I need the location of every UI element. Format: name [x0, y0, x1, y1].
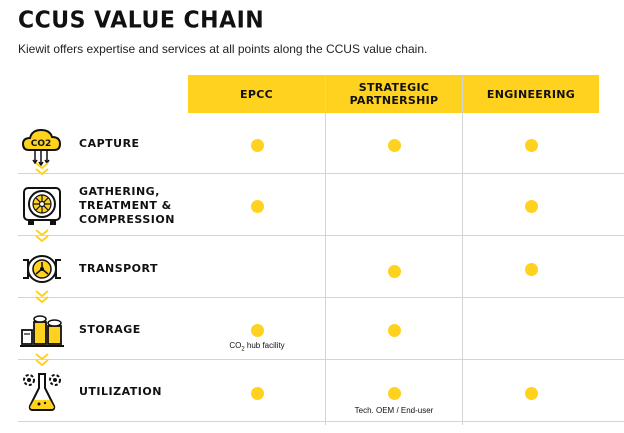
capability-dot-storage-strategic	[387, 323, 401, 337]
gears-flask-icon	[20, 370, 64, 414]
note-text: hub facility	[244, 341, 285, 350]
co2-cloud-icon: CO2	[20, 124, 64, 168]
note-text: CO	[229, 341, 242, 350]
compressor-icon	[20, 184, 64, 228]
column-header-epcc-label: EPCC	[240, 87, 273, 101]
chevron-down-icon	[34, 289, 50, 304]
row-label-gathering-treatment-compression: GATHERING, TREATMENT & COMPRESSION	[79, 185, 175, 227]
co2-icon-text: CO2	[31, 139, 52, 149]
column-header-strategic-line1: STRATEGIC	[358, 81, 430, 94]
row-label-utilization: UTILIZATION	[79, 385, 162, 398]
chevron-down-icon	[34, 161, 50, 176]
capability-dot-capture-engineering	[524, 138, 538, 152]
capability-dot-transport-strategic	[387, 264, 401, 278]
page-title: CCUS VALUE CHAIN	[18, 7, 265, 34]
row-label-line: TREATMENT &	[79, 199, 172, 212]
storage-facility-icon	[20, 308, 64, 352]
column-header-engineering-label: ENGINEERING	[486, 87, 576, 101]
row-label-line: GATHERING,	[79, 185, 160, 198]
capability-dot-capture-strategic	[387, 138, 401, 152]
grid-vertical-divider	[462, 75, 463, 425]
grid-row-divider	[18, 297, 624, 298]
grid-row-divider	[18, 421, 624, 422]
grid-row-divider	[18, 359, 624, 360]
pipeline-valve-icon	[20, 246, 64, 290]
row-label-transport: TRANSPORT	[79, 262, 159, 275]
note-subscript: 2	[241, 346, 245, 353]
capability-dot-storage-epcc	[250, 323, 264, 337]
capability-dot-gathering-epcc	[250, 199, 264, 213]
capability-dot-utilization-strategic	[387, 386, 401, 400]
row-label-capture: CAPTURE	[79, 137, 140, 150]
column-header-strategic-line2: PARTNERSHIP	[349, 94, 439, 107]
column-header-engineering: ENGINEERING	[463, 75, 599, 113]
grid-row-divider	[18, 173, 624, 174]
grid-vertical-divider	[325, 75, 326, 425]
capability-dot-utilization-epcc	[250, 386, 264, 400]
chevron-down-icon	[34, 352, 50, 367]
capability-dot-transport-engineering	[524, 262, 538, 276]
column-header-epcc: EPCC	[188, 75, 325, 113]
column-header-strategic-partnership: STRATEGIC PARTNERSHIP	[326, 75, 462, 113]
utilization-strategic-note: Tech. OEM / End-user	[354, 406, 434, 415]
chevron-down-icon	[34, 228, 50, 243]
capability-dot-utilization-engineering	[524, 386, 538, 400]
grid-row-divider	[18, 235, 624, 236]
row-label-line: COMPRESSION	[79, 213, 175, 226]
row-label-storage: STORAGE	[79, 323, 141, 336]
capability-dot-gathering-engineering	[524, 199, 538, 213]
capability-dot-capture-epcc	[250, 138, 264, 152]
page-subtitle: Kiewit offers expertise and services at …	[18, 42, 428, 56]
storage-epcc-note: CO2 hub facility	[229, 341, 284, 353]
